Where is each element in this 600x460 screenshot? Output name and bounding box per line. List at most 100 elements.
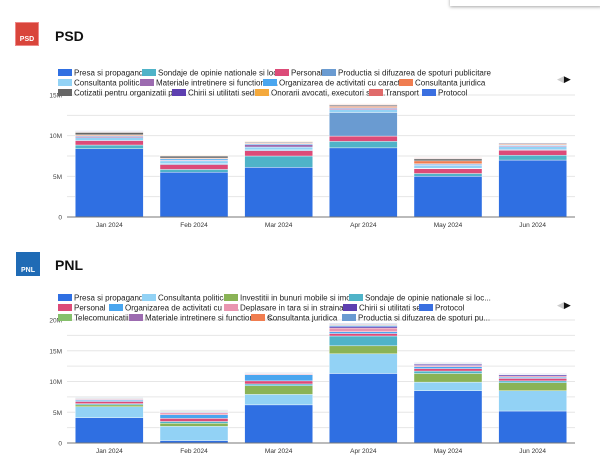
legend-label: Sondaje de opinie nationale si locale — [158, 69, 288, 78]
bar-segment[interactable] — [498, 378, 567, 382]
bar-segment[interactable] — [413, 362, 483, 364]
legend-label: Consultanta politica — [74, 79, 144, 88]
legend-item[interactable]: Investitii in bunuri mobile si imobile — [224, 294, 364, 303]
bar-segment[interactable] — [413, 176, 483, 218]
legend-item[interactable]: Consultanta juridica — [251, 314, 338, 323]
legend-item[interactable]: Materiale intretinere si functionar... — [140, 79, 278, 88]
bar-segment[interactable] — [244, 383, 313, 387]
bar-segment[interactable] — [498, 159, 567, 218]
bar-segment[interactable] — [329, 345, 398, 355]
legend-item[interactable]: Chirii si utilitati sedii — [343, 304, 429, 313]
legend-item[interactable]: Presa si propaganda — [58, 69, 148, 78]
bar-segment[interactable] — [75, 406, 144, 418]
bar-segment[interactable] — [159, 154, 229, 156]
legend-item[interactable]: Organizarea de activitati cu caract... — [263, 79, 407, 88]
bar-segment[interactable] — [75, 404, 144, 407]
legend-item[interactable]: Consultanta politica — [58, 79, 144, 88]
bar-segment[interactable] — [75, 401, 144, 404]
triangle-right-icon[interactable]: ▶ — [563, 74, 571, 84]
bar-segment[interactable] — [498, 373, 567, 375]
legend-item[interactable]: Protocol — [422, 89, 468, 98]
bar-segment[interactable] — [413, 366, 483, 369]
bar-segment[interactable] — [329, 103, 398, 105]
legend-swatch — [349, 294, 363, 301]
bar-segment[interactable] — [498, 382, 567, 391]
bar-segment[interactable] — [329, 147, 398, 218]
bar-segment[interactable] — [498, 380, 567, 383]
triangle-left-icon[interactable]: ◀ — [557, 74, 564, 84]
legend-label: Protocol — [438, 89, 468, 98]
legend-item[interactable]: Onorarii avocati, executori si e... — [255, 89, 385, 98]
bar-segment[interactable] — [329, 327, 398, 332]
bar-segment[interactable] — [413, 157, 483, 159]
bar-segment[interactable] — [75, 397, 144, 399]
legend-swatch — [275, 69, 289, 76]
legend-item[interactable]: Consultanta politica — [142, 294, 228, 303]
x-tick-label: Feb 2024 — [180, 222, 208, 229]
bar-segment[interactable] — [329, 322, 398, 324]
bar-segment[interactable] — [329, 333, 398, 337]
legend-item[interactable]: Deplasare in tara si in strainat... — [224, 304, 353, 313]
x-tick-label: Mar 2024 — [265, 448, 293, 455]
legend-label: Transport — [385, 89, 420, 98]
legend-item[interactable]: Sondaje de opinie nationale si locale — [142, 69, 288, 78]
legend-item[interactable]: Productia si difuzarea de spoturi public… — [322, 69, 492, 78]
bar-segment[interactable] — [244, 141, 313, 143]
legend-swatch — [369, 89, 383, 96]
psd-logo: PSD — [15, 22, 39, 46]
legend-swatch — [172, 89, 186, 96]
bar-segment[interactable] — [329, 373, 398, 444]
bar-segment[interactable] — [159, 414, 229, 419]
legend-item[interactable]: Cotizatii pentru organizatii pol... — [58, 89, 186, 98]
bar-segment[interactable] — [498, 142, 567, 144]
bar-segment[interactable] — [159, 172, 229, 218]
psd-logo-text: PSD — [19, 36, 35, 43]
bar-segment[interactable] — [244, 167, 313, 218]
triangle-left-icon[interactable]: ◀ — [557, 300, 564, 310]
bar-segment[interactable] — [413, 390, 483, 444]
legend-item[interactable]: Personal — [58, 304, 106, 313]
bar-segment[interactable] — [244, 372, 313, 373]
bar-segment[interactable] — [159, 426, 229, 441]
bar-segment[interactable] — [329, 331, 398, 334]
bar-segment[interactable] — [413, 368, 483, 372]
bar-segment[interactable] — [159, 418, 229, 422]
bar-segment[interactable] — [159, 409, 229, 411]
bar-segment[interactable] — [244, 374, 313, 382]
bar-segment[interactable] — [159, 423, 229, 427]
legend-item[interactable]: Telecomunicatii — [58, 314, 129, 323]
bar-segment[interactable] — [413, 381, 483, 391]
bar-segment[interactable] — [498, 410, 567, 444]
bar-segment[interactable] — [244, 404, 313, 444]
legend-item[interactable]: Transport — [369, 89, 420, 98]
bar-segment[interactable] — [413, 370, 483, 374]
legend-item[interactable]: Consultanta juridica — [399, 79, 486, 88]
bar-segment[interactable] — [244, 380, 313, 385]
bar-segment[interactable] — [329, 335, 398, 347]
legend-item[interactable]: Sondaje de opinie nationale si loc... — [349, 294, 491, 303]
legend-item[interactable]: Personal — [275, 69, 323, 78]
bar-segment[interactable] — [75, 130, 144, 132]
legend-item[interactable]: Presa si propaganda — [58, 294, 148, 303]
legend-item[interactable]: Protocol — [419, 304, 465, 313]
pnl-logo: PNL — [16, 252, 40, 276]
legend-item[interactable]: Productia si difuzarea de spoturi pu... — [342, 314, 490, 323]
legend-swatch — [255, 89, 269, 96]
bar-segment[interactable] — [159, 412, 229, 415]
legend-label: Productia si difuzarea de spoturi public… — [338, 69, 492, 78]
bar-segment[interactable] — [244, 385, 313, 395]
legend-item[interactable]: Chirii si utilitati sedii — [172, 89, 258, 98]
legend-item[interactable]: Organizarea de activitati cu ca... — [109, 304, 239, 313]
triangle-right-icon[interactable]: ▶ — [563, 300, 571, 310]
legend-swatch — [422, 89, 436, 96]
legend-item[interactable]: Materiale intretinere si functionare s..… — [129, 314, 278, 323]
bar-segment[interactable] — [329, 353, 398, 374]
bar-segment[interactable] — [75, 417, 144, 444]
bar-segment[interactable] — [159, 421, 229, 424]
bar-segment[interactable] — [244, 394, 313, 406]
bar-segment[interactable] — [413, 373, 483, 383]
legend-label: Cotizatii pentru organizatii pol... — [74, 89, 186, 98]
legend-label: Productia si difuzarea de spoturi pu... — [358, 314, 490, 323]
bar-segment[interactable] — [498, 390, 567, 412]
legend-label: Onorarii avocati, executori si e... — [271, 89, 385, 98]
